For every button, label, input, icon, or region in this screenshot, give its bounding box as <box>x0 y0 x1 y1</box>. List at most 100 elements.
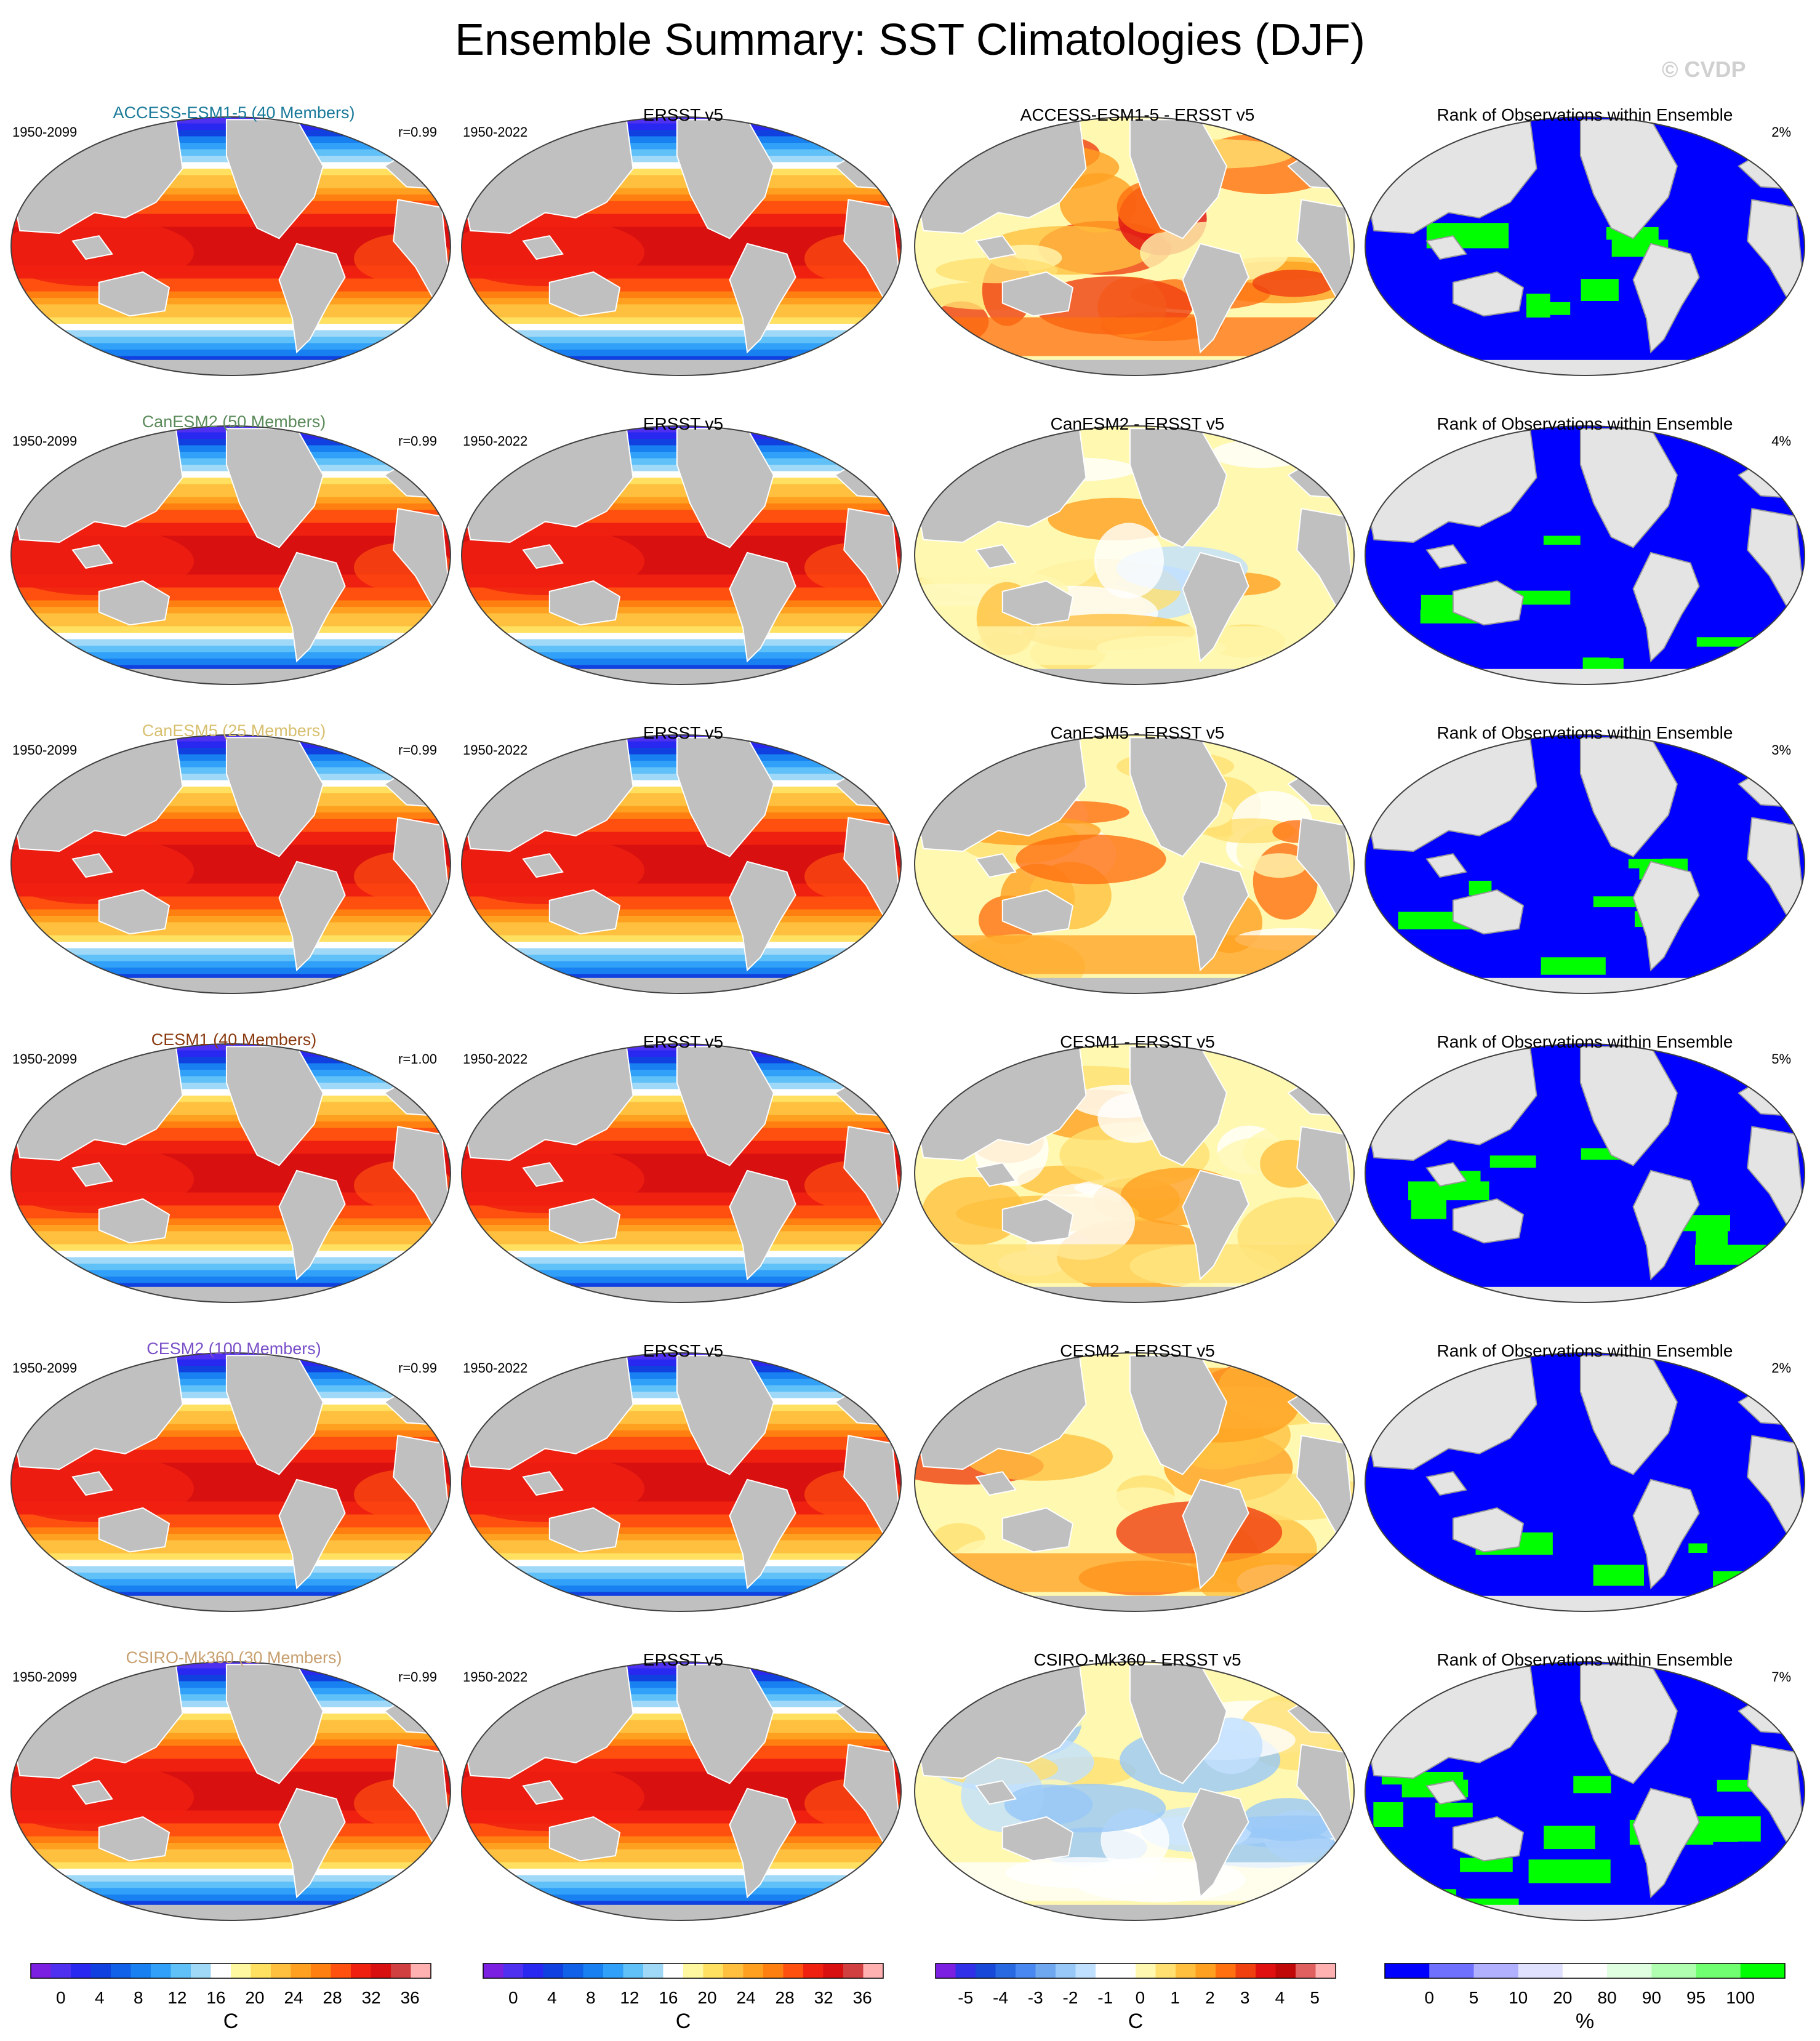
sst-band <box>462 491 901 498</box>
sst-band <box>462 851 901 859</box>
colorbar-tick-label: 0 <box>1136 1988 1145 2007</box>
map-outline <box>1365 1661 1805 1921</box>
sst-band <box>462 265 901 273</box>
continent <box>1129 119 1227 239</box>
colorbar-tick-label: 0 <box>508 1988 518 2007</box>
sst-band <box>462 207 901 215</box>
sst-band <box>11 864 451 872</box>
colorbar-swatch <box>291 1963 311 1978</box>
sst-band <box>11 844 451 852</box>
diff-patch <box>1206 818 1296 844</box>
rank-title: Rank of Observations within Ensemble <box>1437 723 1733 742</box>
sst-band <box>11 1179 451 1187</box>
sst-band <box>462 1405 901 1412</box>
pattern-correlation: r=0.99 <box>398 433 437 449</box>
sst-band <box>11 1888 451 1895</box>
colorbar-swatch <box>863 1963 884 1978</box>
colorbar-swatch <box>1216 1963 1236 1978</box>
diff-patch <box>1059 173 1137 233</box>
sst-band <box>462 1096 901 1103</box>
sst-band <box>11 1771 451 1779</box>
sst-band <box>11 1592 451 1599</box>
continent <box>1425 1162 1467 1187</box>
sst-band <box>11 298 451 305</box>
sst-band <box>462 1746 901 1753</box>
sst-band <box>462 1102 901 1109</box>
sst-band <box>11 350 451 357</box>
sst-band <box>462 478 901 485</box>
continent <box>98 889 170 935</box>
sst-band <box>11 1752 451 1760</box>
colorbar-swatch <box>803 1963 824 1978</box>
colorbar-tick-label: 32 <box>814 1988 833 2007</box>
colorbar-tick-label: 36 <box>401 1988 420 2007</box>
sst-band <box>462 1251 901 1258</box>
sst-band <box>11 1726 451 1734</box>
sst-band <box>11 1482 451 1490</box>
sst-band <box>462 1128 901 1135</box>
colorbar-swatch <box>1385 1963 1430 1978</box>
continent <box>278 243 346 354</box>
colorbar-tick-label: 4 <box>1275 1988 1285 2007</box>
continent <box>729 243 796 354</box>
continent <box>1579 119 1678 239</box>
difference-title: CESM1 - ERSST v5 <box>1060 1032 1215 1051</box>
continent <box>71 235 113 260</box>
sst-band <box>462 613 901 620</box>
model-title: CanESM2 (50 Members) <box>142 412 326 431</box>
sst-band <box>11 1205 451 1213</box>
map-outline <box>1365 116 1805 376</box>
sst-band <box>11 1875 451 1882</box>
sst-band <box>11 1784 451 1792</box>
pattern-correlation: r=0.99 <box>398 1360 437 1376</box>
rank-patch <box>1396 1906 1459 1920</box>
continent <box>11 1595 451 1611</box>
rank-panel <box>1365 1661 1805 1921</box>
colorbar-tick-label: 2 <box>1205 1988 1215 2007</box>
sst-band <box>462 825 901 833</box>
sst-band <box>462 877 901 884</box>
sst-band <box>11 594 451 601</box>
sst-band <box>11 574 451 582</box>
continent <box>1452 889 1525 935</box>
sst-band <box>462 1836 901 1843</box>
sst-band <box>11 1102 451 1109</box>
continent <box>71 1780 113 1805</box>
sst-band <box>462 1823 901 1830</box>
rank-percent: 2% <box>1771 1360 1791 1376</box>
colorbar-swatch <box>1296 1963 1316 1978</box>
sst-band <box>11 1553 451 1560</box>
sst-band <box>11 929 451 936</box>
continent <box>1632 1169 1700 1281</box>
sst-band <box>11 1765 451 1773</box>
continent <box>729 1478 796 1590</box>
sst-band <box>462 285 901 292</box>
rank-percent: 4% <box>1771 433 1791 449</box>
sst-band <box>11 903 451 910</box>
sst-band <box>11 169 451 176</box>
sst-band <box>11 1508 451 1515</box>
sst-band <box>11 974 451 981</box>
sst-band <box>11 652 451 659</box>
continent <box>915 977 1354 993</box>
sst-band <box>11 1475 451 1483</box>
continent <box>225 428 324 548</box>
sst-band <box>11 1573 451 1580</box>
obs-years: 1950-2022 <box>463 742 527 758</box>
sst-band <box>462 916 901 923</box>
sst-band <box>462 870 901 878</box>
sst-band <box>11 626 451 633</box>
sst-band <box>11 1882 451 1889</box>
colorbar-unit: C <box>223 2010 239 2033</box>
colorbar-swatch <box>391 1963 411 1978</box>
sst-band <box>462 1469 901 1477</box>
obs-title: ERSST v5 <box>643 105 723 124</box>
sst-band <box>11 227 451 234</box>
colorbar-tick-label: 0 <box>56 1988 66 2007</box>
continent <box>1425 1780 1467 1805</box>
sst-band <box>11 1134 451 1142</box>
map-outline <box>914 116 1355 376</box>
rank-panel <box>1365 734 1805 994</box>
continent <box>522 1780 564 1805</box>
continent <box>278 1787 346 1899</box>
